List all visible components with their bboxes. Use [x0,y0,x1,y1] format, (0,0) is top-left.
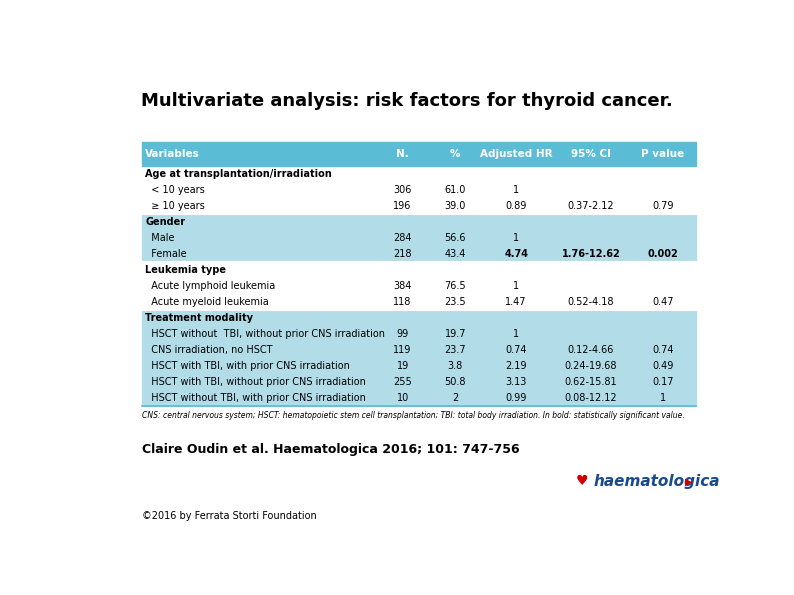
Text: 306: 306 [394,185,412,195]
Text: Female: Female [145,249,187,259]
Bar [142,342,696,358]
Text: Age at transplantation/irradiation: Age at transplantation/irradiation [145,169,332,179]
Text: Multivariate analysis: risk factors for thyroid cancer.: Multivariate analysis: risk factors for … [141,92,673,110]
Bar [142,358,696,374]
Bar [142,294,696,310]
Text: 23.7: 23.7 [445,345,466,355]
Text: HSCT without  TBI, without prior CNS irradiation: HSCT without TBI, without prior CNS irra… [145,329,385,339]
Text: ▶: ▶ [685,477,692,487]
Text: 0.89: 0.89 [506,201,527,211]
Text: N.: N. [396,149,409,159]
Text: 76.5: 76.5 [445,281,466,291]
Text: %: % [450,149,461,159]
Text: 3.8: 3.8 [448,361,463,371]
Text: 0.62-15.81: 0.62-15.81 [565,377,617,387]
Text: 118: 118 [394,297,412,307]
Text: 0.08-12.12: 0.08-12.12 [565,393,617,403]
Text: 284: 284 [393,233,412,243]
Text: 23.5: 23.5 [445,297,466,307]
Bar [142,142,696,166]
Text: 119: 119 [394,345,412,355]
Bar [142,198,696,214]
Text: 0.49: 0.49 [652,361,673,371]
Bar [142,390,696,406]
Text: 1: 1 [513,233,519,243]
Text: 1.47: 1.47 [506,297,527,307]
Text: 196: 196 [394,201,412,211]
Text: 0.47: 0.47 [652,297,673,307]
Text: Leukemia type: Leukemia type [145,265,226,275]
Text: 95% CI: 95% CI [571,149,611,159]
Text: < 10 years: < 10 years [145,185,205,195]
Text: 255: 255 [393,377,412,387]
Text: 39.0: 39.0 [445,201,466,211]
Text: 56.6: 56.6 [445,233,466,243]
Text: 0.52-4.18: 0.52-4.18 [568,297,615,307]
Text: 19: 19 [396,361,409,371]
Text: 99: 99 [396,329,409,339]
Text: 4.74: 4.74 [504,249,528,259]
Text: 61.0: 61.0 [445,185,466,195]
Text: 218: 218 [393,249,412,259]
Text: 19.7: 19.7 [445,329,466,339]
Text: Gender: Gender [145,217,186,227]
Text: Acute lymphoid leukemia: Acute lymphoid leukemia [145,281,276,291]
Text: 1: 1 [660,393,666,403]
Text: Acute myeloid leukemia: Acute myeloid leukemia [145,297,269,307]
Text: Adjusted HR: Adjusted HR [480,149,553,159]
Text: Male: Male [145,233,175,243]
Text: 0.79: 0.79 [652,201,673,211]
Text: ≥ 10 years: ≥ 10 years [145,201,205,211]
Text: CNS irradiation, no HSCT: CNS irradiation, no HSCT [145,345,273,355]
Text: 1: 1 [513,329,519,339]
Text: HSCT without TBI, with prior CNS irradiation: HSCT without TBI, with prior CNS irradia… [145,393,366,403]
Text: P value: P value [642,149,684,159]
Bar [142,278,696,294]
Text: Treatment modality: Treatment modality [145,313,253,323]
Bar [142,326,696,342]
Text: 43.4: 43.4 [445,249,466,259]
Text: Claire Oudin et al. Haematologica 2016; 101: 747-756: Claire Oudin et al. Haematologica 2016; … [142,443,520,456]
Text: 2: 2 [452,393,458,403]
Text: 1: 1 [513,185,519,195]
Text: 2.19: 2.19 [506,361,527,371]
Text: 1: 1 [513,281,519,291]
Bar [142,262,696,278]
Text: haematologica: haematologica [593,474,720,489]
Text: 0.74: 0.74 [652,345,673,355]
Text: CNS: central nervous system; HSCT: hematopoietic stem cell transplantation; TBI:: CNS: central nervous system; HSCT: hemat… [142,411,685,420]
Bar [142,166,696,182]
Text: 0.002: 0.002 [648,249,678,259]
Text: 3.13: 3.13 [506,377,527,387]
Text: HSCT with TBI, without prior CNS irradiation: HSCT with TBI, without prior CNS irradia… [145,377,366,387]
Text: 0.17: 0.17 [652,377,673,387]
Bar [142,310,696,326]
Text: HSCT with TBI, with prior CNS irradiation: HSCT with TBI, with prior CNS irradiatio… [145,361,350,371]
Text: 50.8: 50.8 [445,377,466,387]
Text: 384: 384 [394,281,412,291]
Bar [142,230,696,246]
Text: 0.37-2.12: 0.37-2.12 [568,201,615,211]
Bar [142,214,696,230]
Text: Variables: Variables [145,149,200,159]
Text: 0.99: 0.99 [506,393,527,403]
Text: 1.76-12.62: 1.76-12.62 [561,249,620,259]
Text: 0.24-19.68: 0.24-19.68 [565,361,617,371]
Bar [142,246,696,262]
Text: 10: 10 [396,393,409,403]
Text: 0.12-4.66: 0.12-4.66 [568,345,614,355]
Bar [142,374,696,390]
Text: ♥: ♥ [576,474,588,488]
Text: 0.74: 0.74 [506,345,527,355]
Text: ©2016 by Ferrata Storti Foundation: ©2016 by Ferrata Storti Foundation [142,511,317,521]
Bar [142,182,696,198]
